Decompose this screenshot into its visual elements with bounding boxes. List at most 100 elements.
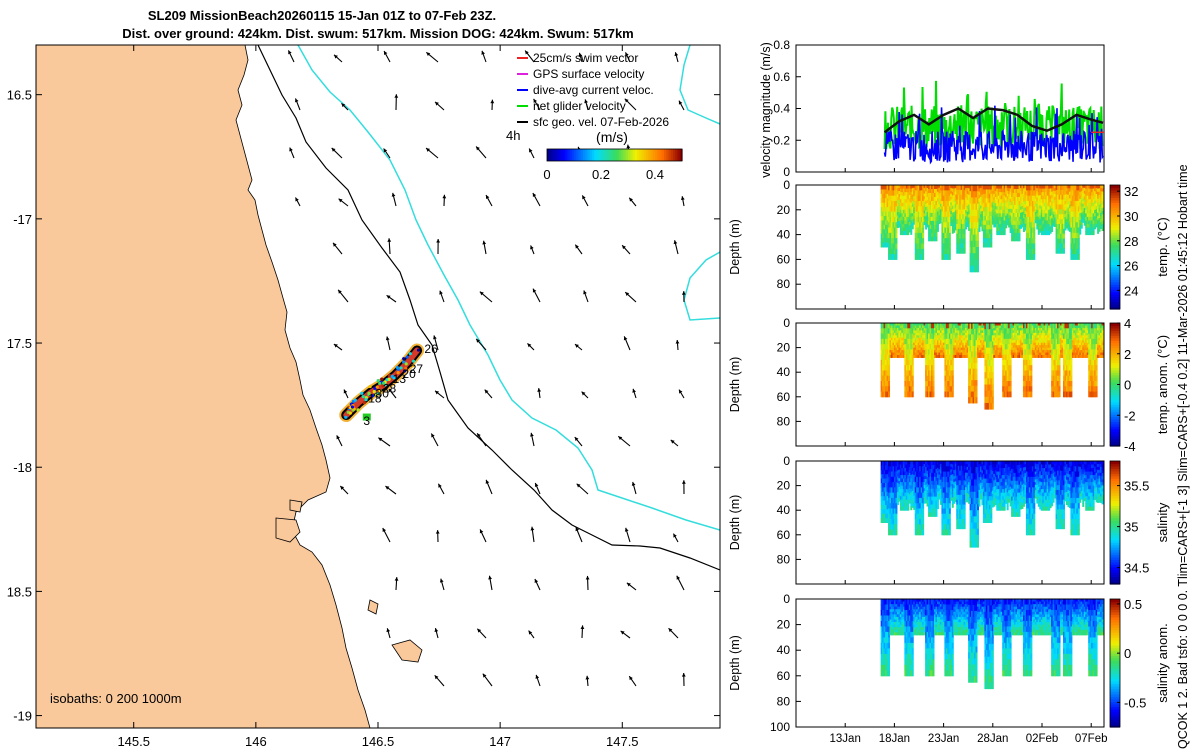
section-cell — [965, 200, 968, 205]
section-cell — [1067, 223, 1070, 228]
section-cell — [1077, 190, 1080, 197]
arrow-head — [482, 673, 487, 678]
sfc-velocity-arrow — [475, 146, 487, 159]
track-point — [416, 348, 421, 352]
section-cell — [1070, 222, 1073, 229]
section-cell — [1097, 188, 1100, 193]
section-cell — [1037, 202, 1040, 207]
section-cell — [1091, 192, 1094, 197]
section-cell — [1065, 197, 1068, 201]
section-cell — [896, 352, 899, 356]
section-cell — [904, 380, 907, 387]
section-cell — [928, 200, 931, 206]
section-cell — [913, 210, 916, 214]
section-cell — [891, 345, 893, 349]
section-cell — [907, 338, 910, 345]
section-cell — [950, 190, 953, 195]
track-day-label: 20 — [402, 367, 416, 381]
section-cell — [896, 330, 899, 334]
section-cell — [959, 228, 962, 235]
map-y-tick-label: -17 — [13, 212, 32, 227]
section-cell — [910, 192, 913, 197]
section-cell — [1018, 236, 1021, 242]
section-colorbar-tick-label: 24 — [1124, 283, 1138, 298]
section-cell — [920, 232, 923, 239]
section-cell — [1095, 205, 1098, 210]
section-cell — [911, 210, 914, 214]
section-cell — [910, 344, 913, 350]
section-cell — [1077, 200, 1080, 207]
section-cell — [936, 191, 939, 196]
section-cell — [889, 216, 892, 223]
section-cell — [957, 243, 960, 249]
section-cell — [966, 196, 969, 201]
section-cell — [911, 206, 914, 211]
section-cell — [935, 216, 938, 222]
section-cell — [1094, 194, 1097, 199]
section-cell — [1043, 185, 1046, 190]
colorbar-cell — [634, 149, 638, 161]
arrow-head — [582, 195, 586, 200]
section-cell — [922, 347, 925, 351]
section-cell — [929, 380, 932, 387]
section-cell — [1057, 223, 1060, 230]
sfc-velocity-arrow — [624, 527, 631, 543]
section-cell — [1002, 227, 1005, 232]
section-cell — [1088, 223, 1091, 229]
section-cell — [978, 228, 981, 232]
section-cell — [947, 232, 950, 239]
section-cell — [880, 349, 883, 356]
section-cell — [910, 338, 913, 345]
section-cell — [892, 254, 895, 260]
section-cell — [919, 222, 922, 229]
section-cell — [1040, 202, 1043, 207]
section-cell — [919, 232, 922, 239]
section-cell — [1039, 215, 1042, 220]
section-cell — [942, 254, 945, 260]
section-cell — [1079, 213, 1082, 218]
section-cell — [880, 380, 883, 387]
section-cell — [971, 222, 974, 229]
section-cell — [911, 188, 914, 192]
section-cell — [899, 223, 902, 229]
section-cell — [904, 338, 907, 345]
section-cell — [1097, 209, 1100, 214]
section-cell — [883, 193, 886, 199]
section-cell — [901, 347, 904, 351]
section-cell — [904, 209, 907, 214]
section-cell — [963, 199, 966, 205]
section-cell — [919, 254, 922, 260]
section-cell — [1098, 194, 1101, 199]
section-cell — [975, 247, 978, 254]
section-cell — [996, 220, 999, 225]
sfc-velocity-arrow — [385, 485, 397, 495]
section-cell — [1058, 228, 1061, 235]
section-cell — [1095, 223, 1098, 228]
section-cell — [1030, 365, 1033, 371]
section-cell — [1085, 213, 1088, 218]
section-cell — [1036, 206, 1039, 211]
section-cell — [993, 185, 996, 189]
section-cell — [1054, 205, 1057, 210]
section-cell — [971, 253, 974, 260]
section-cell — [911, 359, 914, 366]
section-cell — [899, 352, 902, 356]
section-cell — [1098, 198, 1101, 203]
section-cell — [899, 325, 902, 329]
section-cell — [904, 199, 907, 204]
section-cell — [926, 224, 929, 228]
section-cell — [1039, 222, 1042, 227]
section-cell — [971, 185, 974, 192]
section-cell — [965, 225, 968, 230]
section-cell — [979, 199, 982, 204]
legend-label: GPS surface velocity — [533, 67, 644, 81]
sfc-velocity-arrow — [476, 628, 487, 639]
section-cell — [1098, 224, 1101, 229]
section-cell — [883, 338, 886, 345]
section-cell — [991, 378, 994, 385]
section-cell — [1083, 210, 1086, 215]
section-cell — [896, 335, 899, 339]
section-colorbar-cell — [1110, 269, 1120, 273]
section-cell — [974, 265, 977, 273]
section-cell — [1046, 202, 1049, 207]
